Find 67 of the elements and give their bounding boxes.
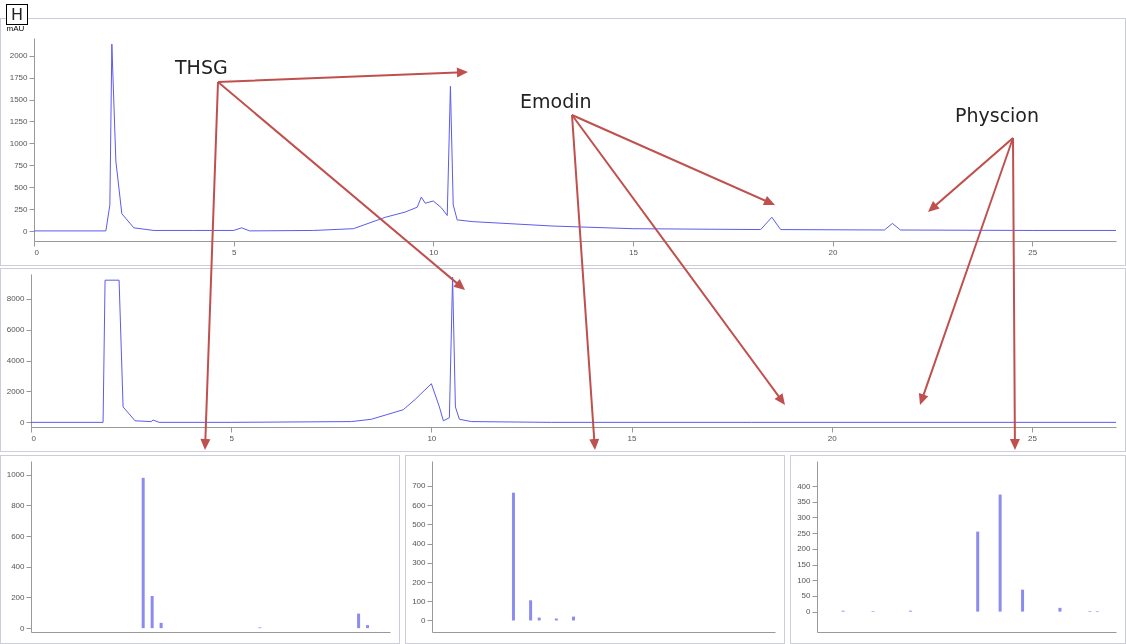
bar <box>357 613 361 629</box>
y-tick-label: 1000 <box>9 138 29 148</box>
line-series <box>34 43 1116 232</box>
x-tick-label: 25 <box>1027 433 1038 443</box>
y-tick-label: 6000 <box>6 325 26 335</box>
x-tick-label: 5 <box>231 247 237 257</box>
x-tick-label: 0 <box>31 433 37 443</box>
y-tick-label: 600 <box>11 531 26 541</box>
y-tick-label: 0 <box>806 607 812 617</box>
annotation: Physcion <box>955 104 1040 126</box>
y-tick-label: 600 <box>412 500 427 510</box>
x-tick-label: 10 <box>429 247 439 257</box>
y-tick-label: 200 <box>797 544 812 554</box>
y-tick-label: 350 <box>797 497 812 507</box>
y-tick-label: 4000 <box>6 356 26 366</box>
x-tick-label: 20 <box>828 247 839 257</box>
y-tick-label: 500 <box>14 182 29 192</box>
y-tick-label: 1500 <box>9 95 29 105</box>
x-tick-label: 0 <box>34 247 40 257</box>
bar <box>976 531 980 612</box>
bar <box>366 625 370 629</box>
annotation: THSG <box>175 56 228 78</box>
y-tick-label: 250 <box>14 204 29 214</box>
y-tick-label: 250 <box>797 528 812 538</box>
y-tick-label: 50 <box>801 591 812 601</box>
y-tick-label: 400 <box>797 481 812 491</box>
bar <box>1058 607 1062 612</box>
x-tick-label: 15 <box>628 247 639 257</box>
y-tick-label: 200 <box>412 577 427 587</box>
y-tick-label: 100 <box>797 575 812 585</box>
y-tick-label: 200 <box>11 592 26 602</box>
y-tick-label: 1000 <box>6 470 26 480</box>
bar <box>141 477 145 629</box>
bar <box>1021 589 1025 612</box>
line-series <box>31 276 1116 423</box>
y-tick-label: 400 <box>11 562 26 572</box>
x-tick-label: 25 <box>1028 247 1038 257</box>
y-tick-label: 1750 <box>9 73 29 83</box>
y-tick-label: 700 <box>412 481 427 491</box>
y-tick-label: 400 <box>412 539 427 549</box>
y-tick-label: 0 <box>421 615 427 625</box>
bar <box>150 595 154 629</box>
x-tick-label: 15 <box>627 433 638 443</box>
y-tick-label: 0 <box>20 623 26 633</box>
y-tick-label: 100 <box>412 596 427 606</box>
y-tick-label: 800 <box>11 500 26 510</box>
y-tick-label: 750 <box>14 160 29 170</box>
y-tick-label: 2000 <box>9 51 29 61</box>
y-tick-label: 150 <box>797 560 812 570</box>
bar <box>511 492 515 621</box>
x-tick-label: 20 <box>827 433 838 443</box>
y-tick-label: 8000 <box>6 294 26 304</box>
x-tick-label: 10 <box>427 433 437 443</box>
text: H <box>6 4 29 25</box>
bar <box>159 622 163 629</box>
bar <box>998 494 1002 612</box>
y-tick-label: 2000 <box>6 386 26 396</box>
y-tick-label: 1250 <box>9 116 29 126</box>
y-tick-label: 0 <box>20 417 26 427</box>
annotation: Emodin <box>520 90 592 112</box>
y-tick-label: 300 <box>412 558 427 568</box>
y-axis-title: mAU <box>6 23 25 33</box>
x-tick-label: 5 <box>229 433 235 443</box>
y-tick-label: 500 <box>412 519 427 529</box>
y-tick-label: 0 <box>23 226 29 236</box>
bar <box>529 600 533 621</box>
y-tick-label: 300 <box>797 512 812 522</box>
